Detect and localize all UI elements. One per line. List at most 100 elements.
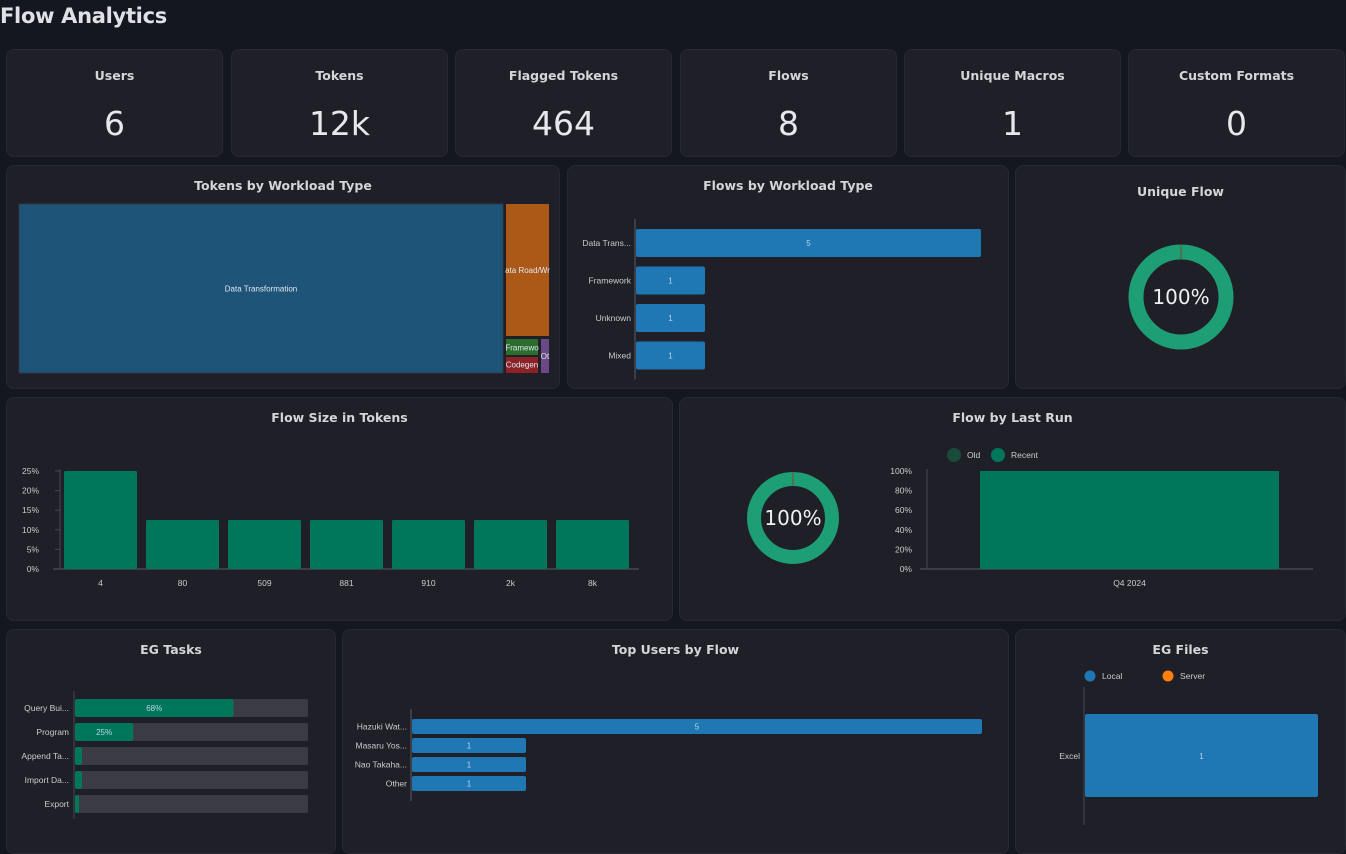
flow-size-chart: 0% 5% 10% 15% 20% 25% 4 80 509 881 910 2k 8k — [22, 466, 639, 588]
bar — [636, 266, 705, 295]
treemap-label: Data Transformation — [225, 285, 297, 294]
kpi-value: 12k — [308, 104, 371, 143]
kpi-label: Unique Macros — [960, 68, 1065, 83]
x-tick-label: 8k — [588, 578, 598, 588]
legend-swatch — [947, 448, 961, 462]
flow-by-last-run-panel: Flow by Last Run 100% Old Recent 0% 20% 40% 60… — [679, 397, 1346, 621]
panel-title: EG Tasks — [140, 642, 202, 657]
eg-files-chart: Local Server Excel 1 — [1059, 670, 1318, 825]
treemap-cell — [506, 357, 538, 373]
legend-label: Server — [1180, 671, 1205, 681]
progress-track — [75, 771, 308, 789]
progress-fill — [75, 771, 82, 789]
bar — [412, 776, 526, 791]
progress-fill — [75, 795, 79, 813]
kpi-label: Users — [94, 68, 135, 83]
bar — [636, 341, 705, 370]
progress-fill — [75, 747, 82, 765]
y-tick-label: Export — [44, 799, 69, 809]
y-tick-label: 20% — [22, 486, 39, 496]
bar — [636, 229, 981, 257]
bar-value-label: 1 — [668, 352, 673, 361]
y-tick-label: Import Da... — [25, 775, 69, 785]
y-tick-label: 40% — [895, 525, 912, 535]
panel-title: Unique Flow — [1137, 184, 1224, 199]
y-tick-label: Excel — [1059, 751, 1080, 761]
top-users-chart: Hazuki Wat... 5 Masaru Yos... 1 Nao Takaha..… — [355, 709, 982, 801]
progress-track — [75, 747, 308, 765]
y-tick-label: 10% — [22, 525, 39, 535]
treemap-cell — [541, 339, 549, 373]
flows-by-workload-chart: Data Trans... 5 Framework 1 Unknown 1 Mixed 1 — [582, 219, 981, 380]
x-tick-label: 509 — [257, 578, 271, 588]
legend-label: Local — [1102, 671, 1122, 681]
eg-tasks-panel: EG Tasks Query Bui... 68% Program 25% Append… — [6, 629, 336, 854]
kpi-card-unique-macros: Unique Macros 1 — [904, 49, 1121, 157]
treemap-label: Ot — [541, 352, 550, 361]
legend-label: Old — [967, 450, 981, 460]
treemap-chart: Data Transformation ata Road/Wr Framewo Cod… — [18, 203, 550, 374]
bar — [392, 520, 465, 569]
panel-title: Flow Size in Tokens — [271, 410, 408, 425]
y-tick-label: Append Ta... — [21, 751, 69, 761]
bar — [412, 719, 982, 734]
treemap-label: ata Road/Wr — [505, 266, 550, 275]
kpi-card-users: Users 6 — [6, 49, 223, 157]
treemap-label: Codegen — [506, 361, 538, 370]
y-tick-label: 80% — [895, 486, 912, 496]
bar — [310, 520, 383, 569]
treemap-label: Framewo — [505, 344, 539, 353]
bar-value-label: 5 — [695, 723, 700, 732]
kpi-label: Tokens — [315, 68, 364, 83]
flow-by-last-run-chart: 100% Old Recent 0% 20% 40% 60% 80% 100% Q4 2024 — [747, 448, 1313, 588]
progress-track — [75, 795, 308, 813]
legend-swatch — [991, 448, 1005, 462]
bar-value-label: 1 — [467, 742, 472, 751]
page-title: Flow Analytics — [0, 4, 167, 28]
bar-local — [1085, 714, 1318, 797]
legend-swatch — [1162, 670, 1174, 682]
kpi-card-tokens: Tokens 12k — [231, 49, 448, 157]
bar-value-label: 68% — [146, 704, 162, 713]
bar-value-label: 1 — [467, 761, 472, 770]
x-tick-label: 881 — [339, 578, 353, 588]
panel-title: Top Users by Flow — [611, 642, 740, 657]
y-tick-label: Hazuki Wat... — [357, 722, 407, 732]
treemap-cell — [18, 203, 504, 374]
y-tick-label: 60% — [895, 505, 912, 515]
legend-swatch — [1084, 670, 1096, 682]
eg-files-panel: EG Files Local Server Excel 1 — [1015, 629, 1346, 854]
panel-title: Tokens by Workload Type — [194, 178, 372, 193]
kpi-card-custom-formats: Custom Formats 0 — [1128, 49, 1345, 157]
kpi-label: Custom Formats — [1178, 68, 1295, 83]
bar-value-label: 5 — [806, 239, 811, 248]
y-tick-label: 0% — [900, 564, 913, 574]
legend-label: Recent — [1011, 450, 1039, 460]
y-tick-label: 15% — [22, 505, 39, 515]
x-tick-label: 910 — [421, 578, 435, 588]
kpi-label: Flows — [768, 68, 809, 83]
progress-fill — [75, 699, 234, 717]
bar-value-label: 1 — [668, 277, 673, 286]
x-tick-label: 4 — [98, 578, 103, 588]
bar — [412, 738, 526, 753]
kpi-value: 0 — [1226, 104, 1247, 143]
bar — [636, 304, 705, 332]
bar-value-label: 1 — [1199, 752, 1204, 761]
y-tick-label: Other — [386, 779, 407, 789]
kpi-value: 8 — [778, 104, 799, 143]
bar-value-label: 25% — [96, 728, 112, 737]
unique-flow-panel: Unique Flow 100% — [1015, 165, 1346, 389]
kpi-value: 6 — [104, 104, 125, 143]
kpi-label: Flagged Tokens — [508, 68, 619, 83]
top-users-panel: Top Users by Flow Hazuki Wat... 5 Masaru Y… — [342, 629, 1009, 854]
panel-title: Flow by Last Run — [952, 410, 1073, 425]
y-tick-label: Data Trans... — [582, 238, 631, 248]
donut-center-label: 100% — [764, 506, 821, 530]
y-tick-label: Masaru Yos... — [355, 741, 407, 751]
y-tick-label: 20% — [895, 544, 912, 554]
bar — [412, 757, 526, 772]
unique-flow-donut: 100% — [1128, 244, 1234, 350]
kpi-value: 464 — [532, 104, 595, 143]
y-tick-label: 100% — [890, 466, 912, 476]
